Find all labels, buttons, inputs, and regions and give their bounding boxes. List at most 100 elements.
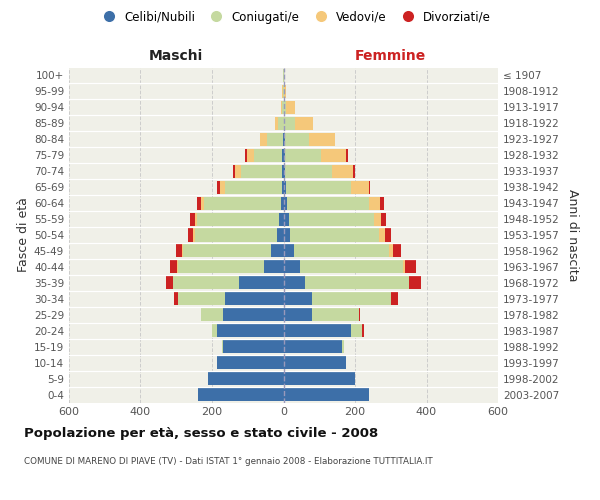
Y-axis label: Anni di nascita: Anni di nascita — [566, 188, 579, 281]
Bar — [264, 260, 284, 274]
Bar — [382, 212, 386, 226]
Bar — [295, 117, 313, 130]
Bar — [195, 212, 197, 226]
Bar — [233, 164, 235, 177]
Bar — [362, 324, 364, 338]
Bar — [289, 212, 374, 226]
Bar — [321, 148, 346, 162]
Bar — [278, 117, 284, 130]
Bar — [184, 244, 271, 258]
Y-axis label: Fasce di età: Fasce di età — [17, 198, 30, 272]
Bar — [379, 228, 385, 241]
Bar — [224, 292, 284, 306]
Bar — [284, 101, 286, 114]
Bar — [284, 372, 355, 385]
Text: Maschi: Maschi — [149, 48, 203, 62]
Bar — [284, 148, 285, 162]
Bar — [277, 228, 284, 241]
Bar — [254, 148, 283, 162]
Bar — [282, 101, 284, 114]
Bar — [204, 196, 281, 209]
Bar — [245, 148, 247, 162]
Bar — [391, 292, 398, 306]
Bar — [284, 85, 286, 98]
Bar — [290, 228, 379, 241]
Bar — [284, 117, 295, 130]
Bar — [385, 228, 391, 241]
Legend: Celibi/Nubili, Coniugati/e, Vedovi/e, Divorziati/e: Celibi/Nubili, Coniugati/e, Vedovi/e, Di… — [92, 6, 496, 28]
Bar — [281, 101, 282, 114]
Bar — [266, 132, 283, 146]
Bar — [284, 340, 343, 353]
Bar — [173, 276, 239, 289]
Bar — [212, 324, 217, 338]
Bar — [166, 276, 173, 289]
Bar — [352, 324, 362, 338]
Bar — [380, 196, 383, 209]
Bar — [286, 180, 351, 194]
Bar — [170, 260, 178, 274]
Bar — [197, 196, 201, 209]
Bar — [283, 148, 284, 162]
Bar — [239, 276, 284, 289]
Bar — [299, 260, 403, 274]
Bar — [193, 228, 195, 241]
Bar — [217, 356, 284, 369]
Bar — [284, 292, 312, 306]
Bar — [220, 180, 224, 194]
Bar — [403, 260, 405, 274]
Bar — [178, 292, 224, 306]
Bar — [275, 117, 278, 130]
Bar — [197, 212, 279, 226]
Bar — [201, 196, 204, 209]
Bar — [223, 308, 284, 322]
Bar — [284, 244, 294, 258]
Bar — [222, 340, 223, 353]
Bar — [284, 388, 370, 401]
Bar — [405, 260, 416, 274]
Bar — [351, 180, 368, 194]
Bar — [312, 308, 359, 322]
Bar — [308, 132, 335, 146]
Text: Femmine: Femmine — [355, 48, 427, 62]
Bar — [217, 180, 220, 194]
Bar — [374, 212, 382, 226]
Bar — [271, 244, 284, 258]
Bar — [284, 212, 289, 226]
Bar — [285, 164, 332, 177]
Bar — [370, 196, 380, 209]
Bar — [392, 244, 401, 258]
Bar — [287, 196, 370, 209]
Bar — [284, 308, 312, 322]
Bar — [284, 276, 305, 289]
Bar — [284, 324, 352, 338]
Bar — [235, 164, 241, 177]
Bar — [283, 85, 284, 98]
Bar — [343, 340, 344, 353]
Bar — [286, 101, 295, 114]
Bar — [284, 132, 285, 146]
Bar — [195, 228, 277, 241]
Bar — [178, 260, 264, 274]
Bar — [188, 228, 193, 241]
Bar — [346, 148, 348, 162]
Bar — [201, 308, 223, 322]
Bar — [217, 324, 284, 338]
Bar — [282, 180, 284, 194]
Bar — [285, 132, 308, 146]
Bar — [223, 340, 284, 353]
Bar — [208, 372, 284, 385]
Bar — [409, 276, 421, 289]
Bar — [224, 180, 282, 194]
Bar — [305, 276, 409, 289]
Text: COMUNE DI MARENO DI PIAVE (TV) - Dati ISTAT 1° gennaio 2008 - Elaborazione TUTTI: COMUNE DI MARENO DI PIAVE (TV) - Dati IS… — [24, 458, 433, 466]
Bar — [279, 212, 284, 226]
Bar — [359, 308, 361, 322]
Bar — [241, 164, 282, 177]
Bar — [260, 132, 266, 146]
Bar — [284, 260, 299, 274]
Bar — [284, 356, 346, 369]
Bar — [281, 196, 284, 209]
Bar — [312, 292, 391, 306]
Bar — [282, 164, 284, 177]
